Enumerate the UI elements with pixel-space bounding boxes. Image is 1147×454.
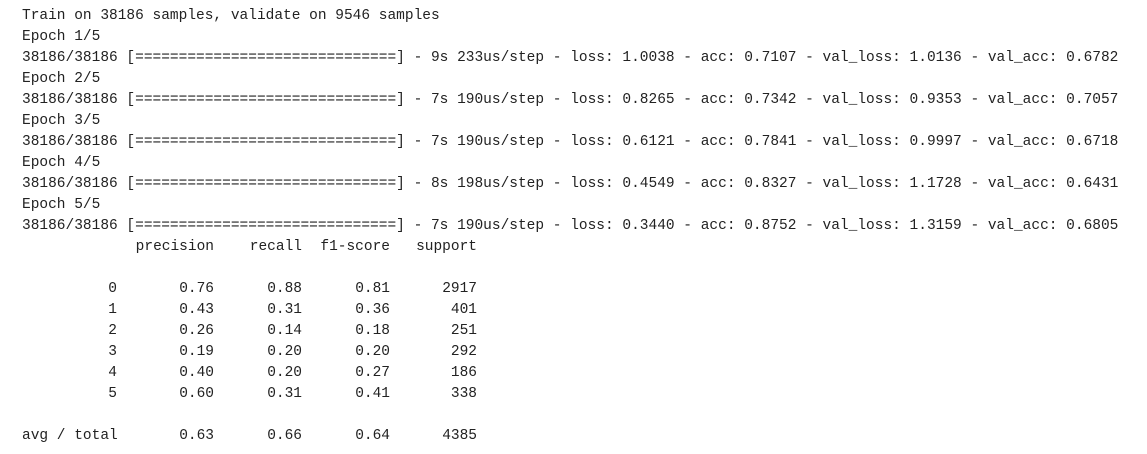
report-value: 0.41 <box>355 385 390 402</box>
class-label: 0 <box>108 280 117 297</box>
total-value: 0.63 <box>179 427 214 444</box>
report-value: 251 <box>450 322 477 339</box>
log-line: 38186/38186 [===========================… <box>22 49 1119 66</box>
total-label: avg / total <box>22 427 118 444</box>
report-value: 0.20 <box>267 343 302 360</box>
class-label: 1 <box>108 301 117 318</box>
report-value: 0.88 <box>267 280 302 297</box>
log-line: Epoch 5/5 <box>22 196 101 213</box>
class-label: 2 <box>108 322 117 339</box>
log-line: Train on 38186 samples, validate on 9546… <box>22 7 440 24</box>
report-value: 0.43 <box>179 301 214 318</box>
report-value: 401 <box>450 301 477 318</box>
report-value: 2917 <box>442 280 477 297</box>
report-value: 0.27 <box>355 364 390 381</box>
report-value: 338 <box>450 385 477 402</box>
total-value: 4385 <box>442 427 477 444</box>
log-line: Epoch 3/5 <box>22 112 101 129</box>
log-line: Epoch 2/5 <box>22 70 101 87</box>
report-value: 186 <box>450 364 477 381</box>
log-line: Epoch 4/5 <box>22 154 101 171</box>
report-value: 0.76 <box>179 280 214 297</box>
report-value: 0.40 <box>179 364 214 381</box>
report-value: 0.36 <box>355 301 390 318</box>
log-line: 38186/38186 [===========================… <box>22 175 1119 192</box>
class-label: 3 <box>108 343 117 360</box>
report-value: 0.81 <box>355 280 390 297</box>
report-value: 0.60 <box>179 385 214 402</box>
report-value: 0.31 <box>267 385 302 402</box>
report-header: recall <box>249 238 302 255</box>
report-header: precision <box>135 238 214 255</box>
log-line: Epoch 1/5 <box>22 28 101 45</box>
class-label: 4 <box>108 364 117 381</box>
log-line: 38186/38186 [===========================… <box>22 217 1119 234</box>
log-line: 38186/38186 [===========================… <box>22 91 1119 108</box>
report-header: f1-score <box>320 238 390 255</box>
total-value: 0.64 <box>355 427 390 444</box>
report-value: 0.26 <box>179 322 214 339</box>
total-value: 0.66 <box>267 427 302 444</box>
report-value: 0.31 <box>267 301 302 318</box>
report-value: 292 <box>450 343 477 360</box>
report-value: 0.18 <box>355 322 390 339</box>
report-value: 0.20 <box>355 343 390 360</box>
log-line: 38186/38186 [===========================… <box>22 133 1119 150</box>
report-header: support <box>416 238 477 255</box>
report-value: 0.14 <box>267 322 302 339</box>
class-label: 5 <box>108 385 117 402</box>
report-value: 0.20 <box>267 364 302 381</box>
report-value: 0.19 <box>179 343 214 360</box>
